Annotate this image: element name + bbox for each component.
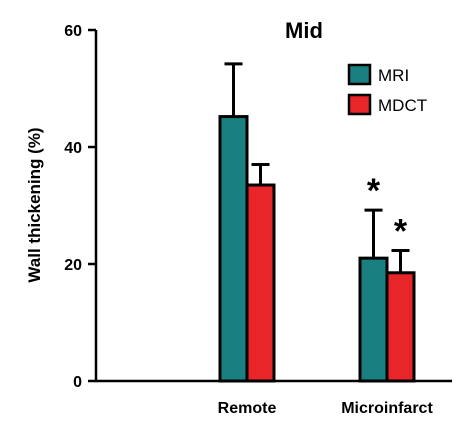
- significance-marker: *: [367, 172, 381, 210]
- legend-label-mdct: MDCT: [378, 96, 427, 115]
- bar-mri-remote: [218, 115, 249, 383]
- y-axis-label: Wall thickening (%): [25, 127, 44, 282]
- y-tick-label: 60: [64, 23, 82, 40]
- y-tick-label: 40: [64, 140, 82, 157]
- significance-marker: *: [394, 213, 408, 251]
- legend-swatch-mdct: [347, 93, 372, 116]
- bar-mdct-microinfarct: [385, 271, 416, 383]
- bars: **: [218, 62, 416, 383]
- bar-mdct-remote: [245, 183, 276, 383]
- axes: 0 20 40 60 Remote Microinfarct: [64, 23, 452, 417]
- legend-swatch-mri: [347, 63, 372, 86]
- chart-title: Mid: [285, 18, 323, 43]
- y-tick-label: 0: [73, 374, 82, 391]
- x-category-label: Microinfarct: [341, 400, 433, 417]
- legend-label-mri: MRI: [378, 66, 409, 85]
- legend: MRI MDCT: [347, 63, 427, 116]
- y-tick-label: 20: [64, 257, 82, 274]
- bar-mri-microinfarct: [358, 256, 389, 383]
- x-category-label: Remote: [218, 400, 277, 417]
